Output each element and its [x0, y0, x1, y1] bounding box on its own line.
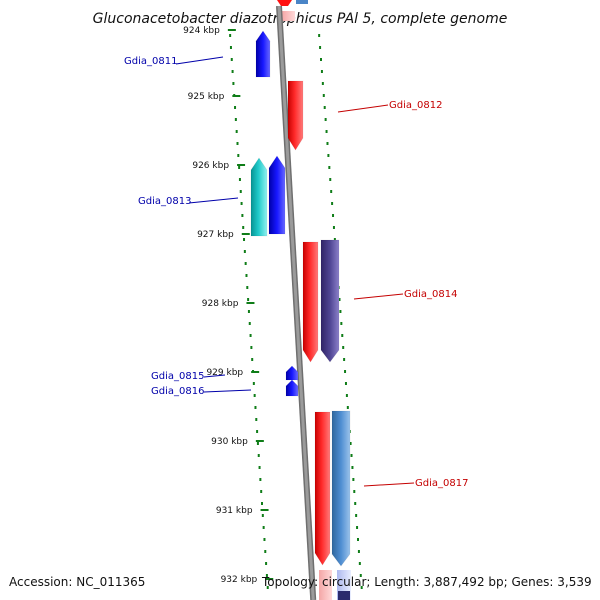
gene-label-connector [337, 104, 389, 113]
top-red-fragment [282, 11, 295, 21]
gene-label-connector [203, 389, 252, 393]
tick-label: 929 kbp [206, 368, 243, 378]
top-red-arrow-fragment [277, 0, 292, 6]
accession-text: Accession: NC_011365 [9, 575, 145, 589]
gene-label-connector [188, 197, 239, 204]
gene-label-connector [363, 482, 415, 487]
tick-layer: 924 kbp 925 kbp 926 kbp 927 kbp 928 kbp 929 k… [183, 26, 274, 585]
gene-arrow-icon[interactable] [314, 411, 331, 566]
tick-label: 930 kbp [211, 437, 248, 447]
gene-arrow-icon[interactable] [320, 239, 340, 363]
gene-arrow-icon[interactable] [331, 410, 351, 567]
gene-arrow-icon[interactable] [250, 157, 268, 237]
gene-label-gdia_0813[interactable]: Gdia_0813 [138, 196, 191, 207]
gene-arrow-icon[interactable] [302, 241, 319, 363]
top-steel-fragment [296, 0, 308, 4]
gene-label-gdia_0814[interactable]: Gdia_0814 [404, 289, 457, 300]
bottom-context-fragments [319, 570, 351, 600]
tick-label: 927 kbp [197, 230, 234, 240]
bottom-red-fragment [319, 570, 332, 600]
gene-label-gdia_0812[interactable]: Gdia_0812 [389, 100, 442, 111]
tick-label: 931 kbp [216, 506, 253, 516]
tick-label: 926 kbp [192, 161, 229, 171]
map-title: Gluconacetobacter diazotrophicus PAl 5, … [93, 11, 508, 27]
gene-layer [250, 30, 351, 567]
gene-arrow-icon[interactable] [285, 379, 299, 397]
tick-label: 928 kbp [202, 299, 239, 309]
genome-backbone-highlight [277, 5, 315, 600]
tick-label: 924 kbp [183, 26, 220, 36]
gene-label-gdia_0811[interactable]: Gdia_0811 [124, 56, 177, 67]
tick-label: 925 kbp [188, 92, 225, 102]
gene-arrow-icon[interactable] [255, 30, 271, 78]
label-layer: Gdia_0811 Gdia_0812 Gdia_0813 Gdia_0814 Gdia… [124, 56, 468, 489]
gene-label-connector [353, 293, 404, 300]
gene-label-gdia_0817[interactable]: Gdia_0817 [415, 478, 468, 489]
gene-label-gdia_0815[interactable]: Gdia_0815 [151, 371, 204, 382]
gene-label-connector [175, 56, 224, 65]
backbone-layer [276, 5, 317, 600]
gene-label-connector [203, 374, 226, 378]
top-context-fragments [277, 0, 308, 21]
gene-arrow-icon[interactable] [287, 80, 304, 151]
gene-arrow-icon[interactable] [268, 155, 286, 235]
bottom-dark-fragment [338, 591, 350, 600]
tick-label: 932 kbp [221, 575, 258, 585]
gene-label-gdia_0816[interactable]: Gdia_0816 [151, 386, 204, 397]
genome-summary-text: Topology: circular; Length: 3,887,492 bp… [261, 575, 592, 589]
